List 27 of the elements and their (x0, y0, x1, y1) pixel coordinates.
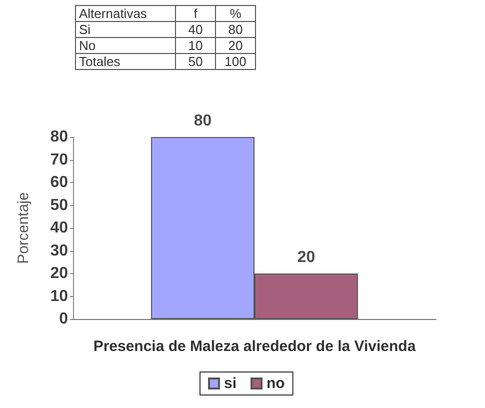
category-label: Totales (76, 54, 176, 70)
data-label: 10 (176, 38, 216, 54)
legend-label: % (216, 6, 256, 22)
y-tick-label: 30 (50, 242, 68, 260)
data-label: 100 (216, 54, 256, 70)
legend-label: no (266, 375, 285, 392)
text: f (176, 6, 216, 22)
y-axis-title: Porcentaje (15, 192, 32, 264)
legend-label: si (224, 375, 237, 392)
x-axis-title: Presencia de Maleza alrededor de la Vivienda (93, 338, 416, 355)
text: Alternativas (76, 6, 176, 22)
data-label: 40 (176, 22, 216, 38)
y-tick-label: 50 (50, 196, 68, 214)
y-tick-label: 10 (50, 288, 68, 305)
y-tick-label: 20 (50, 265, 68, 282)
category-label: No (76, 38, 176, 54)
category-label: Si (76, 22, 176, 38)
data-label: 50 (176, 54, 216, 70)
y-tick-label: 0 (59, 310, 68, 328)
data-label: 80 (194, 112, 212, 130)
data-label: 80 (216, 22, 256, 38)
y-tick-label: 60 (50, 174, 68, 191)
data-label: 20 (216, 38, 256, 54)
y-tick-label: 40 (50, 220, 68, 236)
y-tick-label: 70 (50, 151, 68, 168)
data-label: 20 (297, 249, 316, 266)
y-tick-label: 80 (50, 128, 68, 146)
